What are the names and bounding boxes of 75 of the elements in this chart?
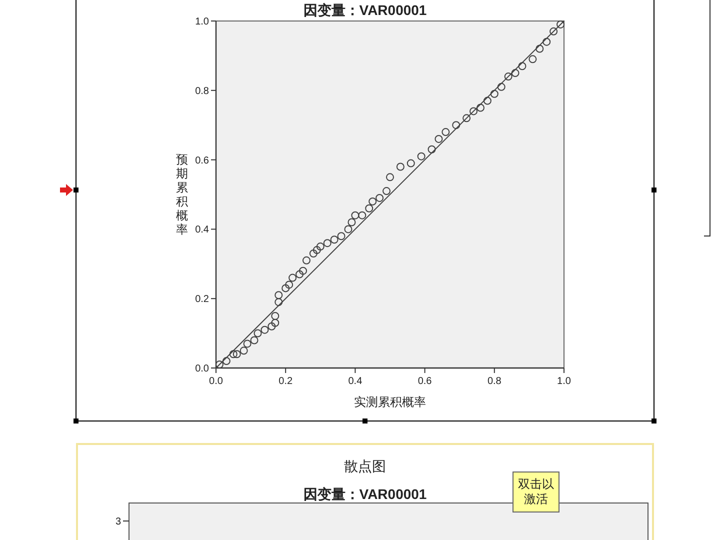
point [396,162,404,171]
point [368,197,377,206]
point [476,104,484,112]
y-axis-title: 预期累积概率 [176,152,188,236]
y-tick-label: 0.2 [195,294,210,306]
x-tick-label: 0.2 [278,376,293,387]
x-tick-label: 0.6 [418,376,432,387]
point [232,350,241,358]
y-tick-label: 0.8 [195,86,210,97]
point [452,121,460,130]
point [462,114,471,122]
point [376,194,384,202]
point [344,225,352,234]
point [428,145,436,154]
point [309,249,318,258]
point [406,159,415,168]
point [511,69,520,78]
x-tick-label: 0.0 [209,376,224,387]
point [417,152,426,160]
point [243,340,252,348]
text: 3 [115,516,122,528]
point [351,211,360,220]
point [296,270,304,278]
point [254,329,262,338]
point [490,90,498,98]
point [470,107,478,116]
point [382,187,391,196]
x-axis-title: 实测累积概率 [354,395,426,409]
point [483,96,492,105]
point [271,312,280,320]
point [316,242,324,251]
point [348,218,356,226]
point [299,266,307,275]
x-tick-label: 0.4 [348,376,363,387]
y-tick-label: 1.0 [195,16,210,28]
point [365,204,374,212]
point [536,44,544,53]
y-tick-label: 0.6 [195,155,210,166]
point [518,62,526,70]
point [528,55,537,64]
point [215,360,224,369]
point [330,236,338,244]
x-tick-label: 0.8 [487,376,502,387]
point [288,274,297,282]
point [260,326,269,334]
point [312,246,321,254]
point [358,211,366,220]
point [282,284,290,292]
point [542,38,551,46]
point [504,72,512,81]
point [229,350,238,358]
y-tick-label: 0.0 [195,364,210,374]
point [386,173,394,182]
y-tick-label: 0.4 [195,224,210,236]
point [274,298,283,306]
text: 散点图 [344,458,386,474]
note-box: 双击以激活 [512,472,560,512]
point [285,280,294,289]
text: 因变量：VAR00001 [303,486,427,502]
point [442,128,450,136]
point [497,82,506,91]
point [271,318,280,327]
point [550,27,558,36]
point [302,256,310,264]
point [323,239,332,248]
point [434,134,443,143]
point [337,232,346,240]
x-tick-label: 1.0 [557,376,572,387]
point [240,346,248,355]
point [250,336,258,344]
point [556,20,565,28]
point [274,291,283,300]
chart-title: 因变量：VAR00001 [303,2,427,18]
point [222,357,230,366]
point [268,322,276,330]
